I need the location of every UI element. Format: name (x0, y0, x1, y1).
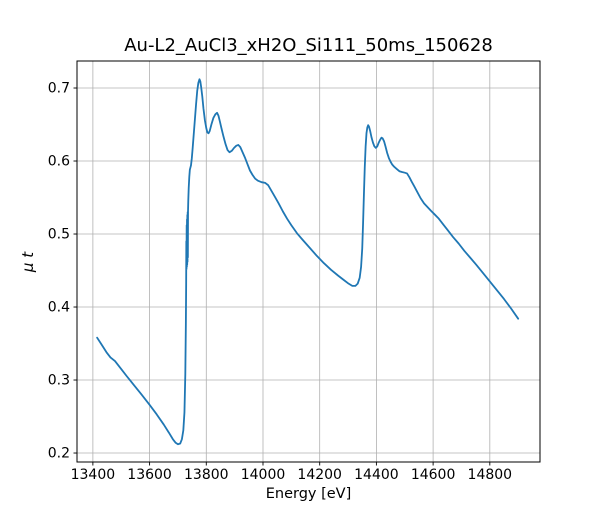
y-tick-label: 0.2 (48, 446, 70, 462)
plot-border (76, 60, 541, 463)
x-tick-label: 13800 (184, 467, 229, 483)
x-tick-label: 14000 (241, 467, 286, 483)
x-tick-label: 14800 (468, 467, 513, 483)
y-tick-label: 0.3 (48, 373, 70, 389)
x-tick-label: 13400 (71, 467, 116, 483)
chart-title: Au-L2_AuCl3_xH2O_Si111_50ms_150628 (124, 35, 493, 56)
x-tick-label: 13600 (127, 467, 172, 483)
x-tick-label: 14400 (354, 467, 399, 483)
x-tick-label: 14600 (411, 467, 456, 483)
x-tick-label: 14200 (297, 467, 342, 483)
data-series (96, 78, 520, 446)
y-axis-label: μ t (19, 251, 37, 273)
y-tick-label: 0.6 (48, 154, 70, 170)
tick-labels: 13400 13600 13800 14000 14200 14400 14600 14800… (48, 81, 512, 483)
grid (77, 61, 540, 462)
y-tick-label: 0.5 (48, 227, 70, 243)
y-tick-label: 0.4 (48, 300, 70, 316)
x-axis-label: Energy [eV] (265, 486, 352, 502)
axis-ticks (73, 87, 491, 466)
y-tick-label: 0.7 (48, 81, 70, 97)
data-line (96, 78, 520, 446)
